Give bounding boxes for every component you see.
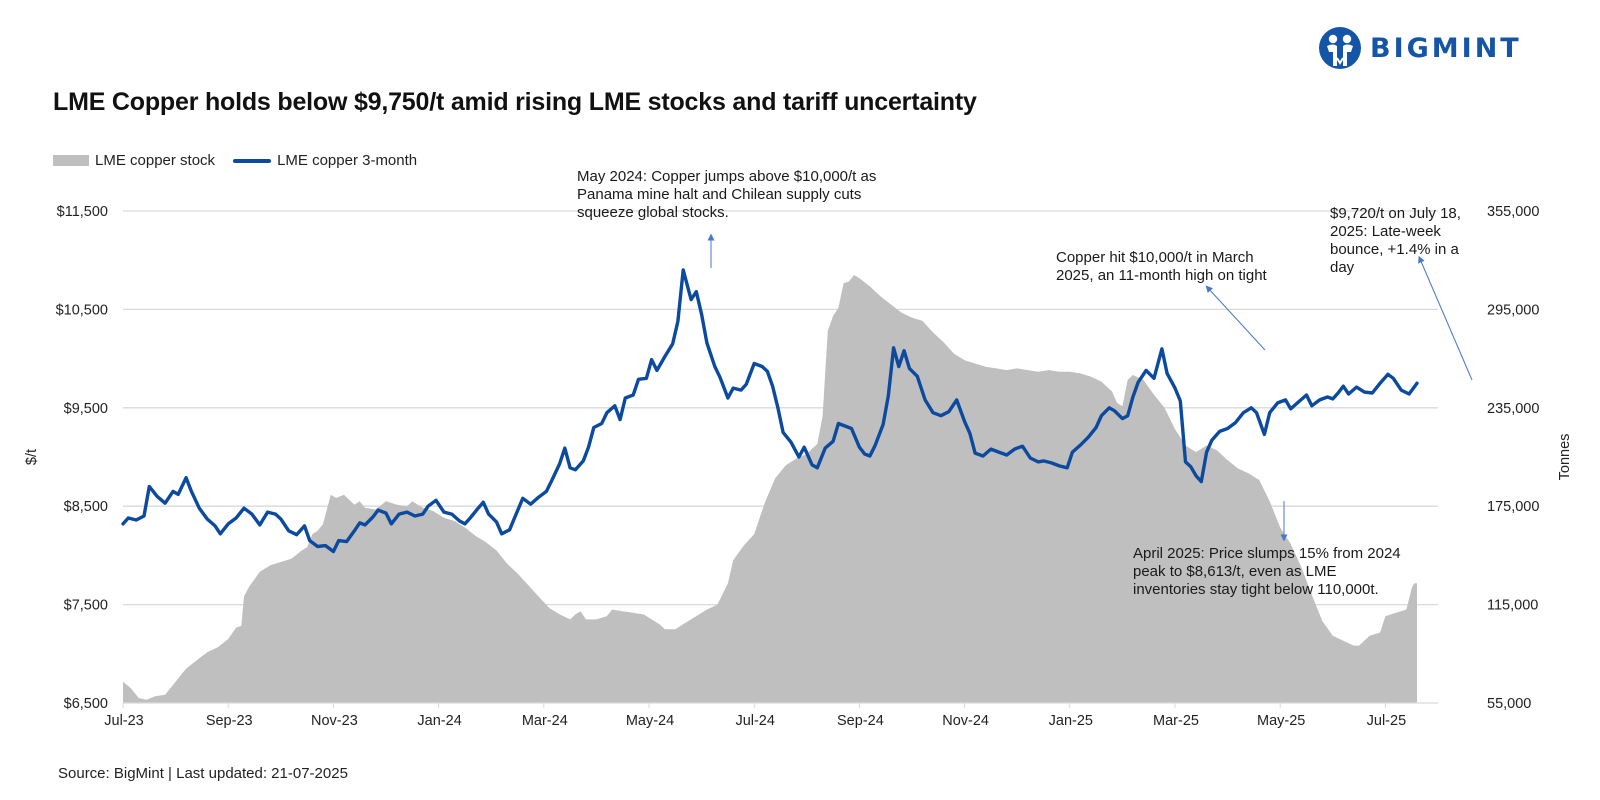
people-circle-icon bbox=[1319, 27, 1361, 69]
annotation-text: May 2024: Copper jumps above $10,000/t a… bbox=[577, 168, 876, 221]
y-left-tick-label: $8,500 bbox=[64, 499, 108, 515]
legend-item-price[interactable]: LME copper 3-month bbox=[233, 152, 417, 169]
y-right-axis-title: Tonnes bbox=[1557, 434, 1573, 481]
price-line bbox=[121, 268, 1419, 554]
annotation-line: peak to $8,613/t, even as LME bbox=[1133, 563, 1336, 580]
legend-label-stock: LME copper stock bbox=[95, 152, 216, 169]
y-left-tick-label: $6,500 bbox=[64, 696, 108, 712]
y-left-tick-label: $9,500 bbox=[64, 401, 108, 417]
y-left-tick-label: $7,500 bbox=[64, 598, 108, 614]
annotation-arrow bbox=[1418, 255, 1473, 381]
annotation-may-2024: May 2024: Copper jumps above $10,000/t a… bbox=[577, 168, 876, 268]
x-tick-label: Mar-24 bbox=[522, 713, 568, 729]
legend-swatch-line bbox=[233, 158, 272, 163]
x-tick-label: Sep-23 bbox=[206, 713, 253, 729]
chart-legend: LME copper stock LME copper 3-month bbox=[53, 152, 435, 169]
x-tick-label: Mar-25 bbox=[1153, 713, 1199, 729]
x-tick-label: Jan-25 bbox=[1049, 713, 1093, 729]
legend-item-stock[interactable]: LME copper stock bbox=[53, 152, 215, 169]
annotation-line: squeeze global stocks. bbox=[577, 204, 729, 221]
x-tick-label: May-25 bbox=[1257, 713, 1305, 729]
annotation-text: $9,720/t on July 18, 2025: Late-week bounc… bbox=[1330, 205, 1461, 276]
annotation-line: May 2024: Copper jumps above $10,000/t a… bbox=[577, 168, 876, 185]
x-tick-label: Jul-25 bbox=[1367, 713, 1407, 729]
annotation-line: 2025, an 11-month high on tight bbox=[1056, 267, 1268, 284]
legend-swatch-area bbox=[53, 155, 89, 166]
annotation-apr-2025: April 2025: Price slumps 15% from 2024 pe… bbox=[1133, 501, 1401, 598]
annotation-arrow bbox=[1205, 285, 1266, 351]
legend-label-price: LME copper 3-month bbox=[277, 152, 418, 169]
axes: $6,500 $7,500 $8,500 $9,500 $10,500 $11,500 55… bbox=[24, 204, 1573, 729]
x-tick-label: Sep-24 bbox=[837, 713, 884, 729]
chart-title: LME Copper holds below $9,750/t amid ris… bbox=[53, 88, 977, 116]
y-left-tick-label: $11,500 bbox=[57, 204, 108, 220]
annotation-line: bounce, +1.4% in a bbox=[1330, 241, 1460, 258]
annotation-line: 2025: Late-week bbox=[1330, 223, 1441, 240]
annotation-line: $9,720/t on July 18, bbox=[1330, 205, 1461, 222]
y-right-tick-label: 175,000 bbox=[1487, 499, 1539, 515]
brand-name: BIGMINT bbox=[1370, 32, 1522, 64]
annotation-line: day bbox=[1330, 259, 1355, 276]
y-left-axis-title: $/t bbox=[24, 449, 40, 465]
annotation-line: April 2025: Price slumps 15% from 2024 bbox=[1133, 545, 1401, 562]
annotations-layer: May 2024: Copper jumps above $10,000/t a… bbox=[577, 168, 1473, 598]
annotation-jul-2025: $9,720/t on July 18, 2025: Late-week bounc… bbox=[1330, 205, 1473, 381]
x-tick-label: Jan-24 bbox=[417, 713, 461, 729]
annotation-mar-2025: Copper hit $10,000/t in March 2025, an 11… bbox=[1056, 249, 1268, 351]
y-right-tick-label: 115,000 bbox=[1487, 598, 1538, 614]
x-tick-label: Nov-23 bbox=[311, 713, 358, 729]
price-line-layer bbox=[121, 268, 1419, 554]
source-note: Source: BigMint | Last updated: 21-07-20… bbox=[58, 765, 348, 782]
x-tick-label: Jul-24 bbox=[735, 713, 775, 729]
annotation-line: Copper hit $10,000/t in March bbox=[1056, 249, 1254, 266]
annotation-line: Panama mine halt and Chilean supply cuts bbox=[577, 186, 861, 203]
x-tick-label: Nov-24 bbox=[942, 713, 989, 729]
stock-area-layer bbox=[123, 275, 1417, 703]
brand-logo: BIGMINT bbox=[1318, 26, 1522, 70]
stock-area bbox=[123, 275, 1417, 703]
annotation-text: Copper hit $10,000/t in March 2025, an 11… bbox=[1056, 249, 1268, 284]
x-tick-label: May-24 bbox=[626, 713, 674, 729]
y-right-tick-label: 235,000 bbox=[1487, 401, 1539, 417]
y-right-tick-label: 355,000 bbox=[1487, 204, 1539, 220]
y-right-tick-label: 295,000 bbox=[1487, 302, 1539, 318]
x-tick-label: Jul-23 bbox=[104, 713, 144, 729]
y-right-tick-label: 55,000 bbox=[1487, 696, 1531, 712]
y-left-tick-label: $10,500 bbox=[56, 302, 108, 318]
annotation-text: April 2025: Price slumps 15% from 2024 pe… bbox=[1133, 545, 1401, 598]
annotation-line: inventories stay tight below 110,000t. bbox=[1133, 581, 1379, 598]
